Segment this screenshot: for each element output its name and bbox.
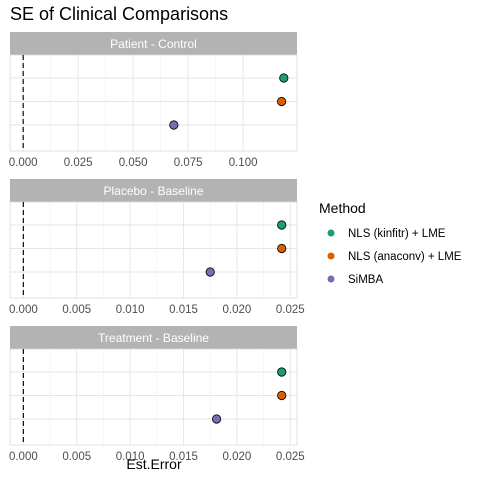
- legend: Method NLS (kinfitr) + LME NLS (anaconv)…: [319, 200, 462, 286]
- facet-panel-2: Treatment - Baseline 0.000 0.005 0.010 0.015…: [9, 326, 305, 463]
- data-point: [277, 367, 287, 377]
- data-point: [169, 120, 179, 130]
- data-point: [277, 243, 287, 254]
- legend-key-kinfitr: [327, 229, 335, 237]
- x-tick-label: 0.025: [276, 451, 305, 463]
- x-tick-label: 0.000: [9, 157, 38, 169]
- x-tick-label: 0.020: [222, 451, 251, 463]
- data-point: [277, 220, 287, 230]
- x-tick-label: 0.050: [119, 157, 148, 169]
- x-tick-label: 0.010: [116, 451, 145, 463]
- x-tick-label: 0.000: [9, 451, 38, 463]
- legend-label-simba: SiMBA: [348, 274, 383, 286]
- facet-panel-1: Placebo - Baseline 0.000 0.005 0.010 0.015 0.…: [9, 179, 305, 316]
- x-tick-label: 0.020: [222, 304, 251, 316]
- legend-label-kinfitr: NLS (kinfitr) + LME: [348, 228, 446, 240]
- facet-strip-label: Treatment - Baseline: [98, 331, 209, 345]
- data-point: [277, 390, 287, 401]
- x-tick-label: 0.015: [169, 304, 198, 316]
- facet-panels: Patient - Control 0.000 0.025 0.050 0.075 0.1…: [9, 32, 305, 463]
- x-tick-label: 0.015: [169, 451, 198, 463]
- legend-title: Method: [319, 200, 366, 216]
- x-tick-label: 0.025: [276, 304, 305, 316]
- facet-strip-label: Placebo - Baseline: [103, 184, 203, 198]
- legend-key-simba: [327, 275, 335, 283]
- x-tick-label: 0.005: [62, 304, 91, 316]
- facet-panel-0: Patient - Control 0.000 0.025 0.050 0.075 0.1…: [9, 32, 298, 169]
- legend-label-anaconv: NLS (anaconv) + LME: [348, 251, 462, 263]
- data-point: [277, 96, 287, 107]
- x-axis-title: Est.Error: [126, 456, 182, 472]
- x-tick-label: 0.100: [229, 157, 258, 169]
- data-point: [205, 267, 215, 277]
- x-tick-label: 0.025: [64, 157, 93, 169]
- data-point: [279, 73, 289, 83]
- panel-border: [9, 54, 298, 152]
- data-point: [212, 414, 222, 424]
- x-tick-label: 0.005: [62, 451, 91, 463]
- facet-strip: [10, 326, 297, 349]
- panel-border: [9, 348, 298, 446]
- facet-strip-label: Patient - Control: [110, 37, 197, 51]
- panel-border: [9, 201, 298, 299]
- x-tick-label: 0.000: [9, 304, 38, 316]
- x-tick-label: 0.010: [116, 304, 145, 316]
- facet-strip: [10, 32, 297, 55]
- facet-strip: [10, 179, 297, 202]
- chart-title: SE of Clinical Comparisons: [10, 4, 228, 24]
- legend-key-anaconv: [327, 252, 335, 260]
- x-tick-label: 0.075: [174, 157, 203, 169]
